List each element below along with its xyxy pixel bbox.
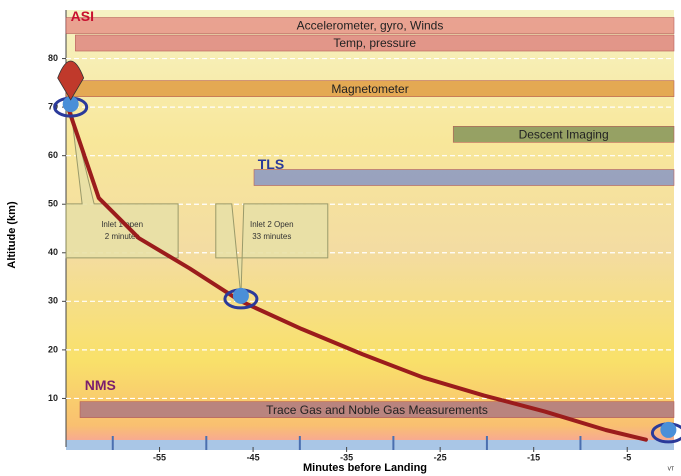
- instrument-label: ASI: [71, 8, 94, 24]
- x-tick-label: -55: [153, 452, 166, 462]
- y-tick-label: 40: [48, 247, 58, 257]
- instrument-label: TLS: [258, 156, 284, 172]
- chart: Altitude (km) Minutes before Landing VT …: [0, 0, 681, 476]
- band-label: Magnetometer: [331, 82, 408, 96]
- x-tick-label: -15: [527, 452, 540, 462]
- credit: VT: [668, 466, 674, 472]
- x-tick-label: -25: [434, 452, 447, 462]
- band-label: Accelerometer, gyro, Winds: [297, 19, 444, 33]
- x-tick-label: -5: [623, 452, 631, 462]
- callout-text: Inlet 2 Open: [250, 220, 294, 229]
- x-axis-label: Minutes before Landing: [303, 462, 427, 474]
- band-label: Trace Gas and Noble Gas Measurements: [266, 403, 488, 417]
- y-axis-label: Altitude (km): [6, 201, 18, 269]
- band-label: Descent Imaging: [519, 127, 609, 141]
- instrument-label: NMS: [85, 377, 116, 393]
- band-label: Temp, pressure: [333, 36, 416, 50]
- y-tick-label: 80: [48, 53, 58, 63]
- y-tick-label: 10: [48, 393, 58, 403]
- y-tick-label: 30: [48, 296, 58, 306]
- y-tick-label: 50: [48, 199, 58, 209]
- x-tick-label: -35: [340, 452, 353, 462]
- y-tick-label: 60: [48, 150, 58, 160]
- instrument-band: [254, 170, 674, 186]
- marker: [660, 422, 676, 438]
- x-axis-band: [66, 440, 674, 450]
- page: {"chart_data":{"type":"line", "y_label":…: [0, 0, 681, 476]
- marker: [233, 288, 249, 304]
- callout-text: 33 minutes: [252, 232, 291, 241]
- y-tick-label: 20: [48, 344, 58, 354]
- x-tick-label: -45: [247, 452, 260, 462]
